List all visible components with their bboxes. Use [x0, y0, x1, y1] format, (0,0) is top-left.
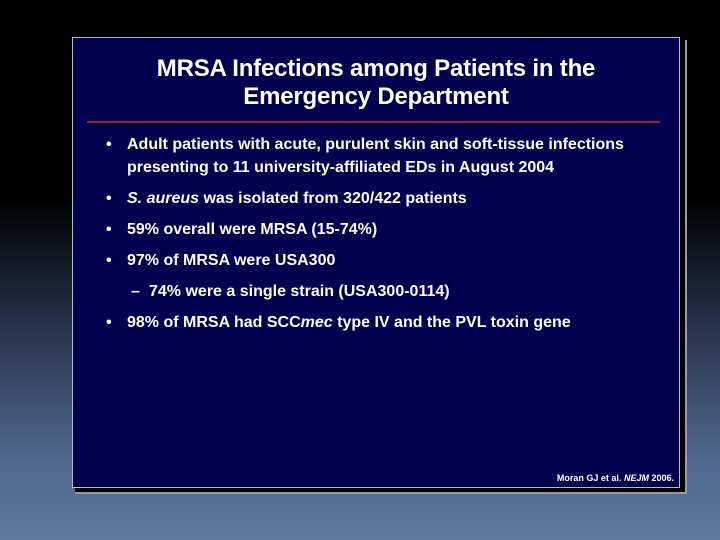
bullet-list: • Adult patients with acute, purulent sk… — [73, 133, 679, 342]
bullet-dot-icon: • — [106, 136, 112, 153]
bullet-item: • 98% of MRSA had SCCmec type IV and the… — [73, 311, 679, 334]
sub-bullet-item: – 74% were a single strain (USA300-0114) — [73, 280, 679, 303]
title-divider — [87, 121, 660, 123]
bullet-text-italic: S. aureus — [127, 190, 200, 207]
bullet-text: 97% of MRSA were USA300 — [127, 252, 336, 269]
sub-bullet-text: 74% were a single strain (USA300-0114) — [149, 283, 450, 300]
citation-year: 2006. — [648, 473, 674, 483]
bullet-dot-icon: • — [106, 252, 112, 269]
title-line-1: MRSA Infections among Patients in the — [156, 55, 596, 82]
bullet-dot-icon: • — [106, 314, 112, 331]
bullet-text: 59% overall were MRSA (15-74%) — [127, 221, 378, 238]
citation-authors: Moran GJ et al. — [556, 473, 624, 483]
bullet-item: • 97% of MRSA were USA300 — [73, 249, 679, 272]
bullet-dot-icon: • — [106, 221, 112, 238]
bullet-text-italic: mec — [300, 314, 333, 331]
bullet-item: • S. aureus was isolated from 320/422 pa… — [73, 187, 679, 210]
bullet-dot-icon: • — [106, 190, 112, 207]
sub-bullet-dash-icon: – — [131, 283, 140, 300]
bullet-item: • Adult patients with acute, purulent sk… — [73, 133, 679, 179]
citation-journal: NEJM — [623, 473, 649, 483]
bullet-item: • 59% overall were MRSA (15-74%) — [73, 218, 679, 241]
slide-title: MRSA Infections among Patients in the Em… — [73, 55, 679, 111]
slide: MRSA Infections among Patients in the Em… — [72, 37, 680, 488]
bullet-text: Adult patients with acute, purulent skin… — [127, 136, 624, 176]
bullet-text: 98% of MRSA had SCC — [127, 314, 301, 331]
citation: Moran GJ et al. NEJM 2006. — [557, 472, 674, 484]
bullet-text: was isolated from 320/422 patients — [199, 190, 467, 207]
bullet-text: type IV and the PVL toxin gene — [332, 314, 571, 331]
title-line-2: Emergency Department — [243, 83, 509, 110]
